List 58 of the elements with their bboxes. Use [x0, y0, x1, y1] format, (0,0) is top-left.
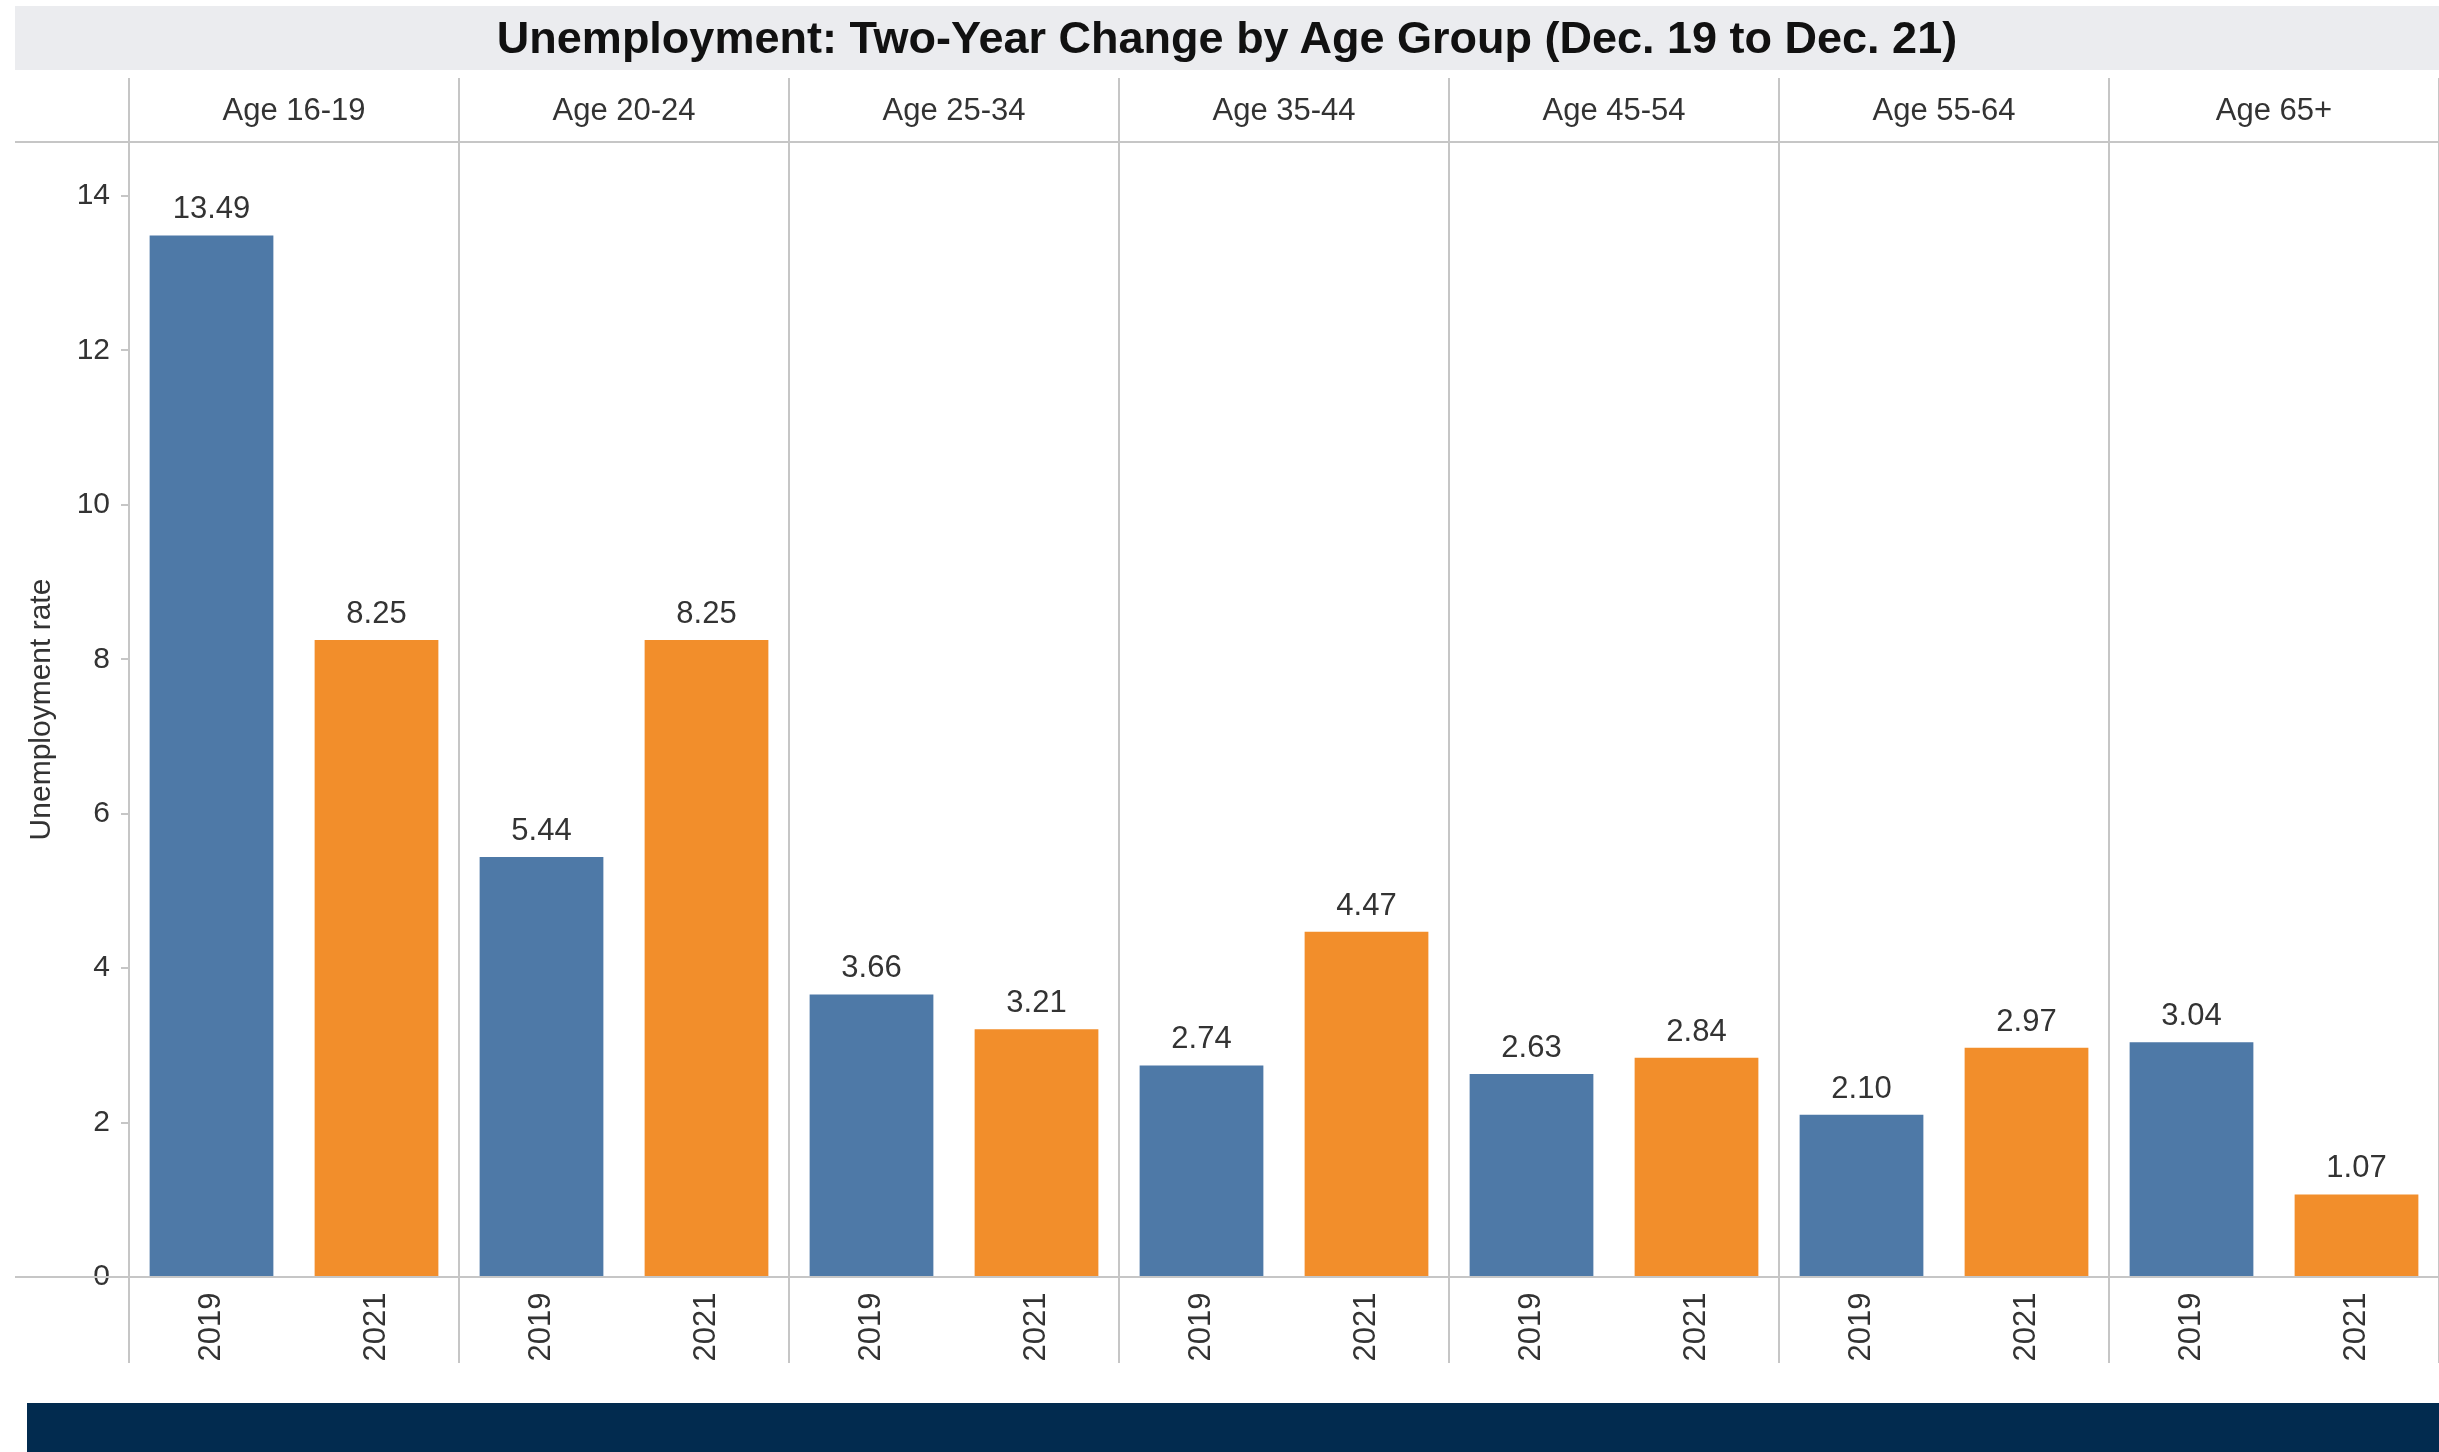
bar — [974, 1029, 1099, 1276]
text: 2021 — [1347, 1292, 1383, 1362]
data-label: 1.07 — [2326, 1149, 2387, 1185]
y-axis-title: Unemployment rate — [23, 578, 57, 841]
x-tick-label: Age 65+ — [2215, 91, 2333, 127]
bar — [2294, 1194, 2419, 1276]
x-tick-label: Age 45-54 — [1542, 91, 1686, 127]
x-tick-label: Age 35-44 — [1212, 91, 1356, 127]
data-label: 8.25 — [346, 595, 407, 631]
data-label: 3.66 — [841, 949, 902, 985]
data-label: 3.21 — [1006, 984, 1067, 1020]
data-label: 4.47 — [1336, 886, 1397, 922]
x-tick-label: Age 16-19 — [222, 91, 366, 127]
bar — [149, 235, 274, 1276]
data-label: 2.10 — [1831, 1069, 1892, 1105]
text: 2019 — [192, 1292, 228, 1362]
text: 2019 — [522, 1292, 558, 1362]
y-tick-label: 4 — [93, 949, 110, 983]
y-tick-label: 2 — [93, 1103, 110, 1137]
bar — [2129, 1042, 2254, 1276]
bar — [314, 640, 439, 1276]
text: 2021 — [357, 1292, 393, 1362]
data-label: 2.74 — [1171, 1020, 1232, 1056]
text: 2021 — [2007, 1292, 2043, 1362]
bar — [644, 640, 769, 1276]
x-tick-label: Age 20-24 — [552, 91, 696, 127]
x-tick-label: Age 55-64 — [1872, 91, 2016, 127]
text: 2019 — [1842, 1292, 1878, 1362]
text: 2019 — [2172, 1292, 2208, 1362]
y-tick-label: 12 — [76, 331, 110, 365]
text: 2021 — [687, 1292, 723, 1362]
data-label: 3.04 — [2161, 997, 2222, 1033]
x-tick-label: Age 25-34 — [882, 91, 1026, 127]
data-label: 13.49 — [172, 190, 251, 226]
bar — [1304, 931, 1429, 1276]
data-label: 2.63 — [1501, 1028, 1562, 1064]
data-label: 5.44 — [511, 812, 572, 848]
y-tick-label: 6 — [93, 795, 110, 828]
bar — [479, 856, 604, 1276]
bar — [1139, 1065, 1264, 1276]
text: 2019 — [1182, 1292, 1218, 1362]
text: 2019 — [1512, 1292, 1548, 1362]
text: 2021 — [1017, 1292, 1053, 1362]
text: 2019 — [852, 1292, 888, 1362]
y-tick-label: 8 — [93, 640, 110, 674]
data-label: 2.84 — [1666, 1012, 1727, 1048]
bar — [1634, 1057, 1759, 1276]
bar — [1799, 1114, 1924, 1276]
y-tick-label: 14 — [76, 177, 110, 211]
chart-title: Unemployment: Two-Year Change by Age Group (Dec. 19 to Dec. 21) — [15, 6, 2439, 70]
text: 2021 — [2337, 1292, 2373, 1362]
data-label: 8.25 — [676, 595, 737, 631]
data-label: 2.97 — [1996, 1002, 2057, 1038]
bar — [1469, 1073, 1594, 1276]
bar — [1964, 1047, 2089, 1276]
bar — [809, 994, 934, 1276]
text: 2021 — [1677, 1292, 1713, 1362]
y-tick-label: 10 — [76, 486, 110, 520]
